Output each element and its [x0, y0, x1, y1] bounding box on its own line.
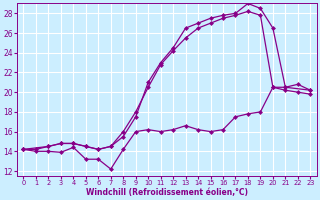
X-axis label: Windchill (Refroidissement éolien,°C): Windchill (Refroidissement éolien,°C): [86, 188, 248, 197]
